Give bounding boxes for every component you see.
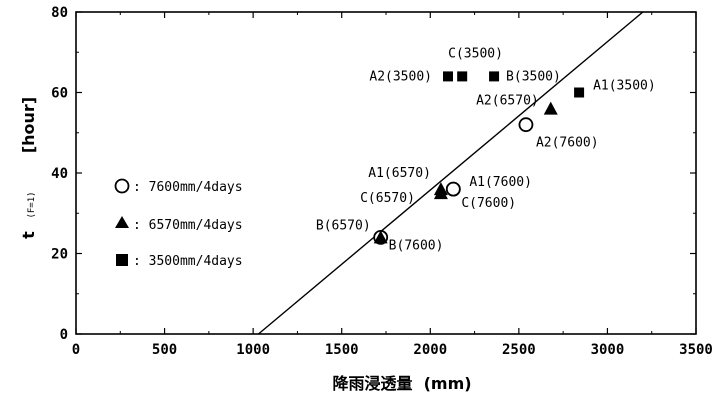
legend-circle-icon: [114, 178, 130, 194]
point-labels: B(7600) C(7600) A1(7600) A2(7600) B(6570) C(6…: [316, 46, 656, 253]
y-tick-label: 40: [51, 166, 68, 182]
legend-label-3500: : 3500mm/4days: [133, 254, 243, 269]
point-label: B(3500): [506, 69, 561, 84]
x-tick-label: 0: [72, 342, 80, 358]
legend: : 7600mm/4days : 6570mm/4days : 3500mm/4…: [114, 178, 243, 269]
point-label: C(3500): [448, 46, 503, 61]
x-tick-label: 1500: [325, 342, 359, 358]
point-triangle: [543, 101, 558, 115]
x-tick-label: 2500: [502, 342, 536, 358]
axis-ticks: 0 500 1000 1500 2000 2500 3000 3500 0 20 40 60 80: [51, 5, 713, 358]
point-circle: [518, 117, 534, 133]
point-label: A2(6570): [476, 94, 539, 109]
x-tick-label: 3500: [679, 342, 713, 358]
point-label: A1(6570): [368, 166, 431, 181]
fit-line-group: [258, 11, 644, 335]
point-triangle: [433, 182, 448, 196]
y-axis-title-unit: [hour]: [19, 97, 38, 153]
point-label: A1(7600): [469, 175, 532, 190]
point-square: [489, 71, 500, 82]
fit-line: [258, 11, 644, 335]
point-label: A2(3500): [369, 69, 432, 84]
point-label: C(7600): [461, 196, 516, 211]
y-axis-title-sub: (F=1): [27, 191, 37, 218]
x-axis-title: 降雨浸透量 (mm): [332, 374, 471, 393]
y-tick-label: 20: [51, 247, 68, 263]
data-points: [373, 71, 585, 245]
point-square: [574, 87, 585, 98]
point-label: A1(3500): [593, 79, 656, 94]
point-square: [457, 71, 468, 82]
point-label: A2(7600): [536, 136, 599, 151]
x-tick-label: 1000: [236, 342, 270, 358]
x-tick-label: 2000: [413, 342, 447, 358]
point-square: [443, 71, 453, 82]
legend-triangle-icon: [115, 216, 129, 228]
x-tick-label: 500: [152, 342, 177, 358]
point-label: C(6570): [360, 191, 415, 206]
point-label: B(7600): [389, 238, 444, 253]
legend-label-6570: : 6570mm/4days: [133, 218, 243, 233]
y-axis-title-main: t: [19, 231, 38, 239]
point-circle: [445, 181, 461, 197]
x-tick-label: 3000: [591, 342, 625, 358]
legend-label-7600: : 7600mm/4days: [133, 180, 243, 195]
y-axis-title: [hour] (F=1) t: [19, 97, 38, 239]
legend-square-icon: [116, 254, 128, 266]
y-tick-label: 0: [60, 327, 68, 343]
point-label: B(6570): [316, 218, 371, 233]
y-tick-label: 60: [51, 86, 68, 102]
y-tick-label: 80: [51, 5, 68, 21]
point-triangle: [373, 230, 388, 244]
